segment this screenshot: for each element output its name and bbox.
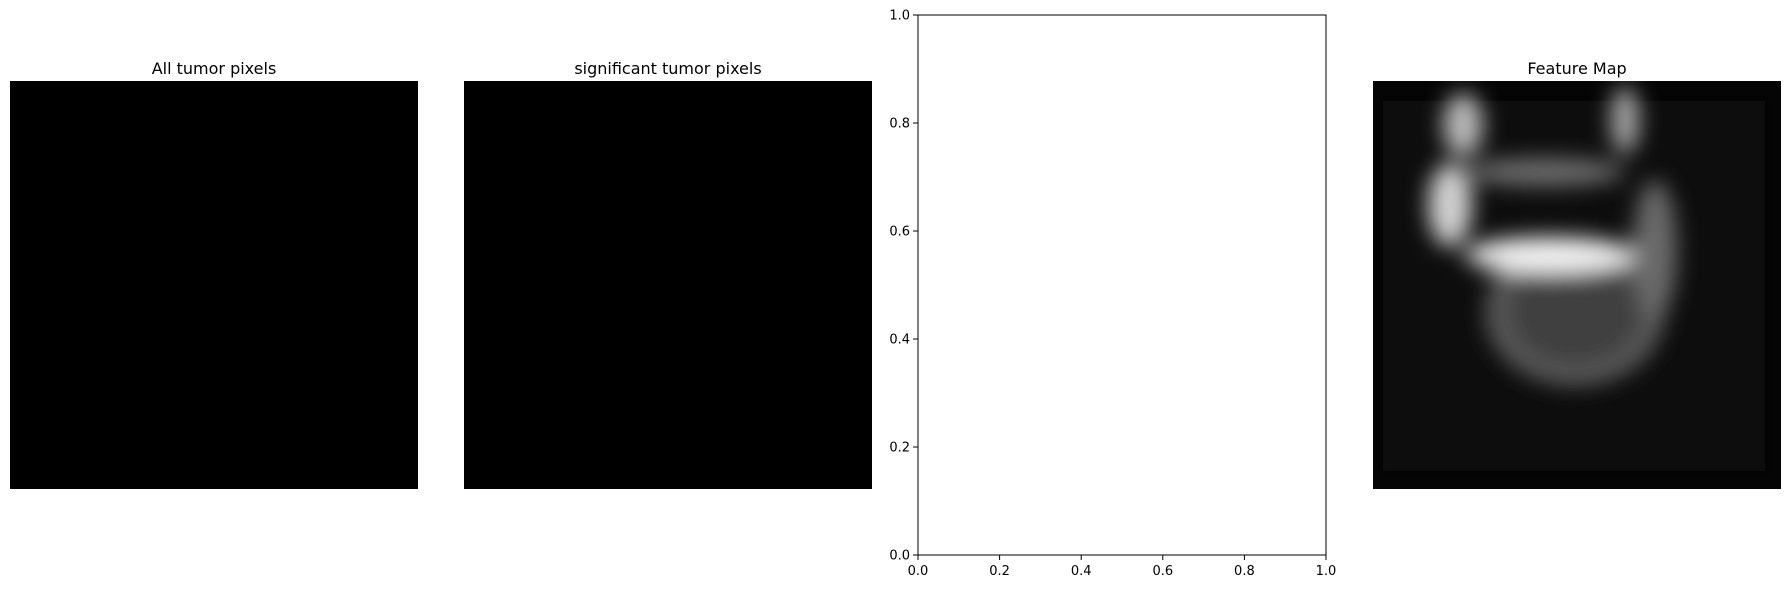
panel-3-plot-area	[917, 14, 1327, 556]
x-tick-label: 1.0	[1316, 564, 1337, 579]
panel-1-title: All tumor pixels	[152, 59, 277, 78]
panel-3-axes: 0.0 0.2 0.4 0.6 0.8 1.0 0.0 0.2 0.4 0.6 0.8 1.0	[889, 9, 1336, 580]
y-tick-label: 1.0	[889, 9, 910, 24]
y-tick-label: 0.0	[889, 549, 910, 564]
panel-4-image	[1373, 81, 1781, 489]
x-tick-label: 0.8	[1234, 564, 1255, 579]
y-tick-label: 0.8	[889, 117, 910, 132]
x-tick-label: 0.0	[908, 564, 929, 579]
y-tick-label: 0.6	[889, 225, 910, 240]
x-tick-label: 0.6	[1152, 564, 1173, 579]
panel-3-ticks: 0.0 0.2 0.4 0.6 0.8 1.0 0.0 0.2 0.4 0.6 0.8 1.0	[889, 9, 1336, 580]
y-tick-label: 0.4	[889, 333, 910, 348]
panel-4-title: Feature Map	[1527, 59, 1626, 78]
panel-2-title: significant tumor pixels	[574, 59, 761, 78]
panel-2-image	[464, 81, 872, 489]
x-tick-label: 0.4	[1071, 564, 1092, 579]
panel-1-image	[10, 81, 418, 489]
y-tick-label: 0.2	[889, 441, 910, 456]
x-tick-label: 0.2	[989, 564, 1010, 579]
